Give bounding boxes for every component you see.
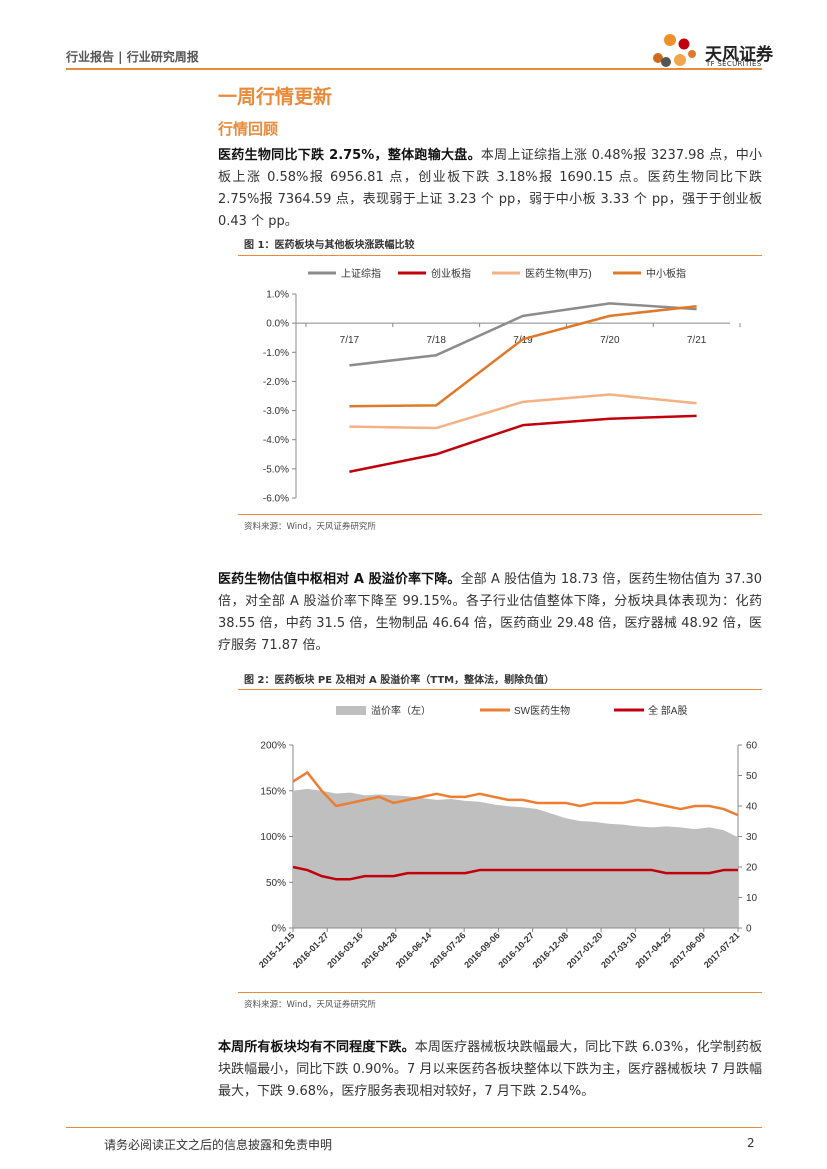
y-right-tick-label: 40 [746,802,758,813]
subsection-title: 行情回顾 [218,120,279,138]
series-line-0 [349,302,697,367]
x-tick-label: 2016-07-26 [428,930,468,970]
x-tick-label: 2016-12-08 [531,930,571,970]
x-tick-label: 2016-06-14 [394,930,434,970]
x-tick-label: 2017-07-21 [702,930,742,970]
y-right-tick-label: 20 [746,863,758,874]
section-title: 一周行情更新 [218,86,333,108]
x-tick-label: 7/18 [426,335,446,346]
x-tick-label: 2016-04-28 [359,930,399,970]
series-line-2 [349,393,697,430]
y-tick-label: -4.0% [263,435,289,446]
legend-label-3: 中小板指 [646,267,686,280]
series-area-premium [293,788,738,928]
y-right-tick-label: 50 [746,771,758,782]
legend-label-sw: SW医药生物 [514,704,570,717]
x-tick-label: 2016-01-27 [291,930,331,970]
footer-disclaimer: 请务必阅读正文之后的信息披露和免责申明 [104,1138,333,1152]
series-line-sw [292,771,739,817]
paragraph-body: 本周医疗器械板块跌幅最大，同比下跌 6.03%，化学制药板块跌幅最小，同比下跌 … [218,1040,762,1099]
y-tick-label: 1.0% [266,290,289,301]
figure-2-top-rule [238,689,762,690]
x-tick-label: 2016-10-27 [496,930,536,970]
x-tick-label: 2015-12-15 [257,930,297,970]
series-line-all-a [292,865,738,881]
paragraph-lead: 本周所有板块均有不同程度下跌。 [218,1040,415,1055]
y-tick-label: -2.0% [263,377,289,388]
paragraph-sectors: 本周所有板块均有不同程度下跌。本周医疗器械板块跌幅最大，同比下跌 6.03%，化… [218,1037,762,1103]
figure-2-source: 资料来源：Wind，天风证券研究所 [244,1000,376,1010]
legend-swatch-area [336,706,366,715]
figure-2-area-line-chart: 溢价率（左） SW医药生物 全 部A股 200% 150% 100% 50% 0% 60 50 40… [257,704,758,970]
x-tick-label: 2017-03-10 [599,930,639,970]
y-left-tick-label: 100% [260,832,286,843]
paragraph-valuation: 医药生物估值中枢相对 A 股溢价率下降。全部 A 股估值为 18.73 倍，医药… [218,569,762,657]
paragraph-lead: 医药生物同比下跌 2.75%，整体跑输大盘。 [218,148,481,163]
y-left-tick-label: 0% [272,924,287,935]
series-line-3 [349,304,697,408]
legend-label-0: 上证综指 [341,267,381,280]
y-right-tick-label: 60 [746,741,758,752]
legend-label-1: 创业板指 [431,267,471,280]
x-tick-label: 2017-04-25 [633,930,673,970]
y-right-tick-label: 0 [746,924,752,935]
series-line-1 [349,414,697,473]
figure-1-line-chart: 上证综指 创业板指 医药生物(申万) 中小板指 1.0% 0.0% -1.0% -2.0% -3… [263,267,741,505]
page-number: 2 [747,1136,755,1150]
y-tick-label: -3.0% [263,406,289,417]
y-left-tick-label: 50% [266,878,286,889]
footer-divider [66,1127,762,1128]
paragraph-market-review: 医药生物同比下跌 2.75%，整体跑输大盘。本周上证综指上涨 0.48%报 32… [218,145,762,233]
y-left-tick-label: 150% [260,786,286,797]
y-tick-label: -5.0% [263,464,289,475]
company-logo-icon [653,34,696,67]
paragraph-lead: 医药生物估值中枢相对 A 股溢价率下降。 [218,572,461,587]
legend-label-all: 全 部A股 [648,704,687,717]
paragraph-body: 全部 A 股估值为 18.73 倍，医药生物估值为 37.30 倍，对全部 A … [218,572,762,653]
y-tick-label: 0.0% [266,319,289,330]
figure-1-bottom-rule [238,514,762,515]
figure-1-top-rule [238,255,762,256]
report-type-label: 行业报告 | 行业研究周报 [66,50,199,64]
paragraph-body: 本周上证综指上涨 0.48%报 3237.98 点，中小板上涨 0.58%报 6… [218,148,762,229]
figure-1-source: 资料来源：Wind，天风证券研究所 [244,522,376,532]
y-tick-label: -1.0% [263,348,289,359]
figure-1-title: 图 1：医药板块与其他板块涨跌幅比较 [244,240,415,251]
x-tick-label: 2017-01-20 [565,930,605,970]
x-tick-label: 7/21 [687,335,707,346]
header-divider [66,68,762,70]
x-tick-label: 2017-06-09 [668,930,708,970]
x-tick-label: 2016-09-06 [462,930,502,970]
y-tick-label: -6.0% [263,494,289,505]
y-left-tick-label: 200% [260,741,286,752]
x-tick-label: 7/19 [513,335,533,346]
x-tick-label: 2016-03-16 [325,930,365,970]
y-right-tick-label: 10 [746,893,758,904]
legend-label-area: 溢价率（左） [371,704,431,717]
logo-subtitle: TF SECURITIES [706,60,762,68]
figure-2-bottom-rule [238,992,762,993]
legend-label-2: 医药生物(申万) [525,267,592,280]
figure-2-title: 图 2：医药板块 PE 及相对 A 股溢价率（TTM，整体法，剔除负值） [244,675,555,686]
x-tick-label: 7/20 [600,335,620,346]
y-right-tick-label: 30 [746,832,758,843]
logo-name: 天风证券 [705,45,773,65]
x-tick-label: 7/17 [340,335,360,346]
